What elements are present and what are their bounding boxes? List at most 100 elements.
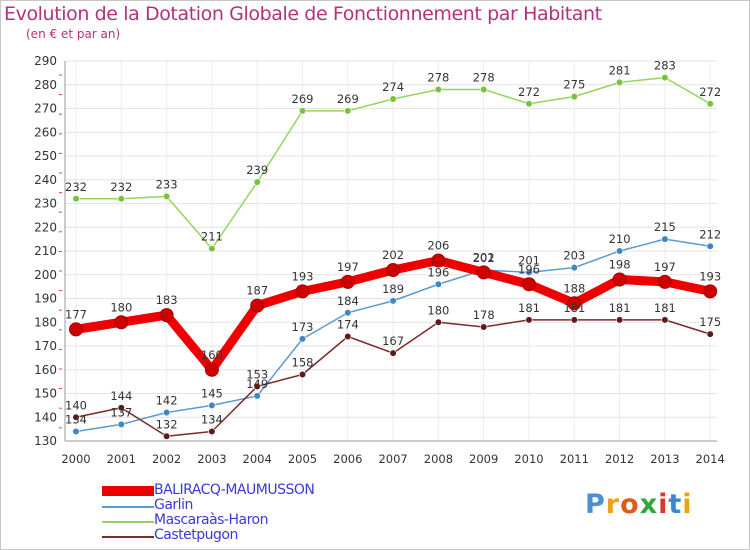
y-tick-label: 190 — [34, 292, 57, 306]
legend-swatch-castetpugon — [102, 536, 154, 538]
data-point — [114, 315, 129, 330]
data-label: 212 — [699, 227, 721, 241]
data-point — [525, 268, 533, 276]
data-point — [615, 78, 624, 86]
chart-subtitle: (en € et par an) — [26, 27, 121, 41]
legend-swatch-garlin — [102, 506, 154, 508]
data-label: 132 — [156, 417, 178, 431]
data-point — [298, 335, 307, 343]
y-tick-label: 140 — [34, 410, 57, 424]
data-point — [661, 74, 669, 82]
data-point — [431, 253, 446, 268]
y-tick-label: 170 — [34, 339, 57, 353]
data-point — [386, 263, 401, 277]
x-tick-label: 2012 — [605, 452, 634, 466]
data-label: 239 — [246, 163, 268, 177]
data-point — [253, 382, 261, 390]
data-label: 180 — [427, 303, 449, 317]
data-label: 196 — [518, 262, 540, 276]
data-point — [434, 280, 443, 288]
data-label: 144 — [110, 389, 132, 403]
proxiti-logo: Proxiti — [585, 489, 693, 520]
data-label: 201 — [473, 250, 495, 264]
data-label: 158 — [292, 356, 314, 370]
legend-label-garlin: Garlin — [154, 497, 193, 513]
legend-label-baliracq: BALIRACQ-MAUMUSSON — [154, 482, 315, 498]
x-tick-label: 2014 — [696, 452, 725, 466]
x-tick-label: 2009 — [469, 452, 498, 466]
data-label: 193 — [292, 269, 314, 283]
data-label: 215 — [654, 220, 676, 234]
data-point — [208, 427, 216, 436]
data-point — [117, 420, 125, 428]
logo-letter: o — [620, 489, 640, 520]
y-tick-label: 250 — [34, 149, 57, 163]
legend-swatch-baliracq — [102, 486, 154, 496]
data-label: 233 — [156, 177, 178, 191]
data-label: 137 — [110, 405, 132, 419]
data-label: 197 — [337, 260, 359, 274]
data-point — [72, 427, 80, 436]
y-tick-label: 270 — [34, 102, 57, 116]
y-tick-label: 240 — [34, 173, 57, 187]
data-point — [72, 413, 80, 421]
data-point — [570, 264, 578, 272]
data-point — [344, 107, 352, 115]
data-point — [117, 195, 125, 203]
data-label: 183 — [156, 293, 178, 307]
data-label: 210 — [609, 232, 631, 246]
data-point — [615, 316, 624, 324]
data-point — [567, 296, 582, 311]
data-label: 187 — [246, 284, 268, 298]
data-point — [159, 308, 174, 323]
data-label: 181 — [609, 301, 631, 315]
data-label: 269 — [292, 92, 314, 106]
data-point — [117, 404, 125, 412]
y-tick-label: 290 — [34, 54, 57, 68]
x-tick-label: 2002 — [152, 452, 181, 466]
data-label: 269 — [337, 92, 359, 106]
x-tick-label: 2008 — [424, 452, 453, 466]
data-label: 272 — [699, 85, 721, 99]
data-point — [661, 235, 669, 243]
data-point — [389, 349, 397, 357]
data-point — [69, 322, 83, 337]
y-tick-label: 150 — [34, 387, 57, 401]
data-label: 178 — [473, 308, 495, 322]
data-label: 201 — [518, 253, 540, 267]
data-label: 181 — [518, 301, 540, 315]
legend-label-mascaraas-haron: Mascaraàs-Haron — [154, 512, 268, 528]
data-label: 173 — [292, 320, 314, 334]
data-label: 274 — [382, 80, 404, 94]
y-tick-label: 220 — [34, 220, 57, 234]
data-point — [480, 323, 488, 331]
data-label: 196 — [427, 265, 449, 279]
data-point — [434, 85, 443, 94]
data-point — [298, 107, 307, 115]
data-point — [253, 392, 261, 400]
data-label: 177 — [65, 307, 87, 321]
data-point — [522, 277, 536, 292]
data-label: 193 — [699, 269, 721, 283]
legend-swatch-mascaraas-haron — [102, 521, 154, 523]
data-label: 142 — [156, 394, 178, 408]
x-tick-label: 2000 — [61, 452, 90, 466]
x-tick-label: 2004 — [243, 452, 272, 466]
data-point — [657, 274, 672, 289]
data-point — [525, 100, 533, 108]
data-point — [480, 85, 488, 94]
data-label: 278 — [473, 71, 495, 85]
data-point — [253, 178, 261, 186]
data-label: 198 — [609, 258, 631, 272]
data-point — [525, 316, 533, 324]
data-label: 153 — [246, 367, 268, 381]
y-tick-label: 130 — [34, 434, 57, 448]
data-point — [72, 195, 80, 203]
data-label: 275 — [563, 78, 585, 92]
x-tick-label: 2003 — [197, 452, 226, 466]
x-tick-label: 2013 — [650, 452, 679, 466]
logo-letter: P — [585, 489, 606, 520]
chart-title: Evolution de la Dotation Globale de Fonc… — [4, 3, 602, 25]
data-label: 184 — [337, 294, 359, 308]
